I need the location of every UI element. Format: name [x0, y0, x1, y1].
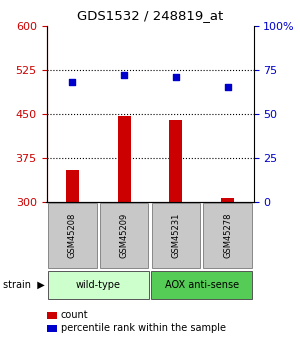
Bar: [169, 120, 182, 202]
Bar: [203, 203, 252, 268]
Bar: [66, 169, 79, 202]
Bar: [48, 203, 97, 268]
Bar: [100, 203, 148, 268]
Point: [225, 85, 230, 90]
Text: GDS1532 / 248819_at: GDS1532 / 248819_at: [77, 9, 223, 22]
Text: strain  ▶: strain ▶: [3, 280, 45, 289]
Text: GSM45208: GSM45208: [68, 213, 77, 258]
Text: GSM45231: GSM45231: [171, 213, 180, 258]
Text: GSM45209: GSM45209: [120, 213, 129, 258]
Text: AOX anti-sense: AOX anti-sense: [165, 280, 239, 289]
Bar: [118, 116, 130, 202]
Text: percentile rank within the sample: percentile rank within the sample: [61, 324, 226, 333]
Bar: [47, 270, 149, 298]
Text: count: count: [61, 310, 88, 320]
Bar: [221, 198, 234, 202]
Text: wild-type: wild-type: [76, 280, 121, 289]
Bar: [152, 203, 200, 268]
Text: GSM45278: GSM45278: [223, 213, 232, 258]
Point: [122, 72, 127, 78]
Point: [70, 79, 75, 85]
Point: [173, 74, 178, 80]
Bar: [151, 270, 253, 298]
